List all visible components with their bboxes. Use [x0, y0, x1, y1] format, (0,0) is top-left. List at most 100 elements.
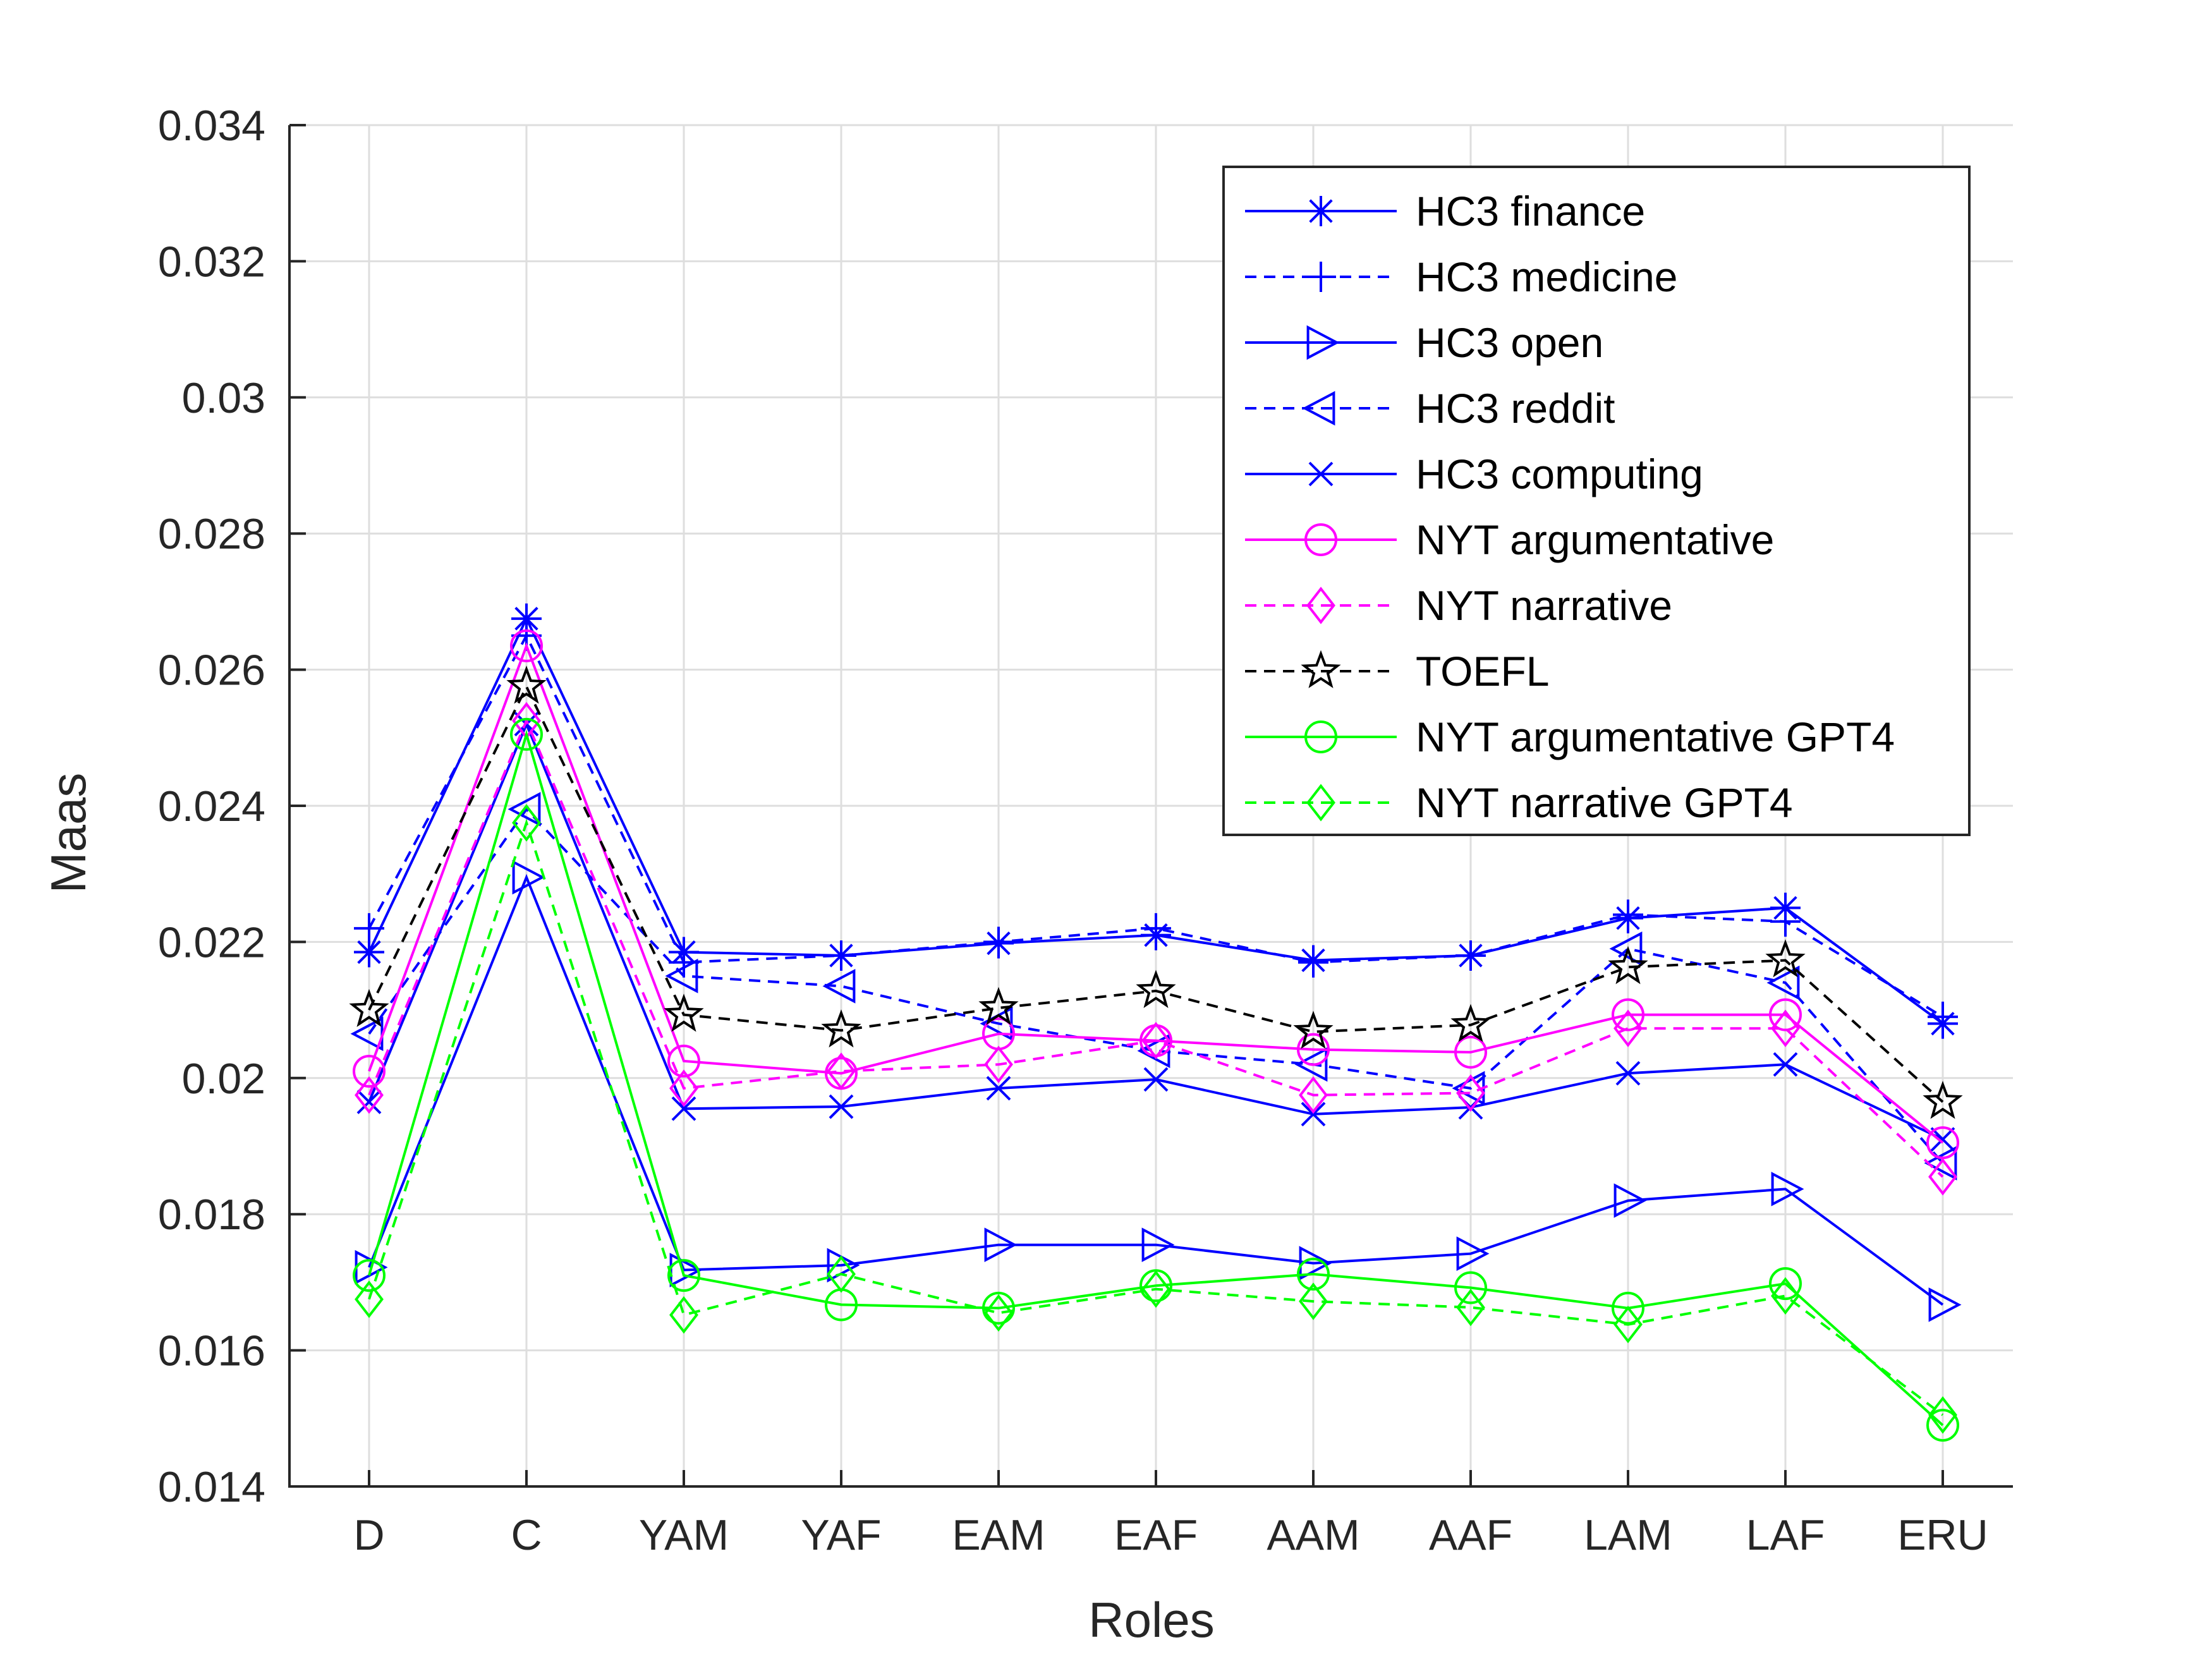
legend-label: TOEFL — [1416, 648, 1550, 695]
series-line — [368, 717, 1944, 1178]
legend-item: NYT narrative GPT4 — [1245, 779, 1793, 826]
y-tick-label: 0.02 — [182, 1055, 265, 1103]
legend-label: NYT argumentative — [1416, 516, 1774, 563]
legend-label: NYT narrative GPT4 — [1416, 779, 1793, 826]
data-point-circle — [1926, 1409, 1959, 1442]
legend: HC3 finance HC3 medicine HC3 open HC3 reddi… — [1222, 166, 1971, 836]
data-point-triangle-right — [512, 860, 545, 895]
x-tick-label: YAF — [801, 1511, 881, 1559]
data-point-diamond — [1299, 1076, 1328, 1114]
data-point-plus — [826, 940, 856, 971]
legend-marker-x — [1308, 461, 1334, 487]
series-layer — [349, 603, 1963, 1442]
data-point-diamond — [1299, 1282, 1328, 1320]
legend-marker-star — [1301, 650, 1341, 688]
data-point-star — [1765, 939, 1806, 978]
data-point-circle — [353, 1259, 386, 1292]
data-point-circle — [1454, 1271, 1487, 1304]
y-tick-label: 0.03 — [182, 374, 265, 422]
data-point-diamond — [1456, 1074, 1485, 1112]
y-axis-label: Maas — [40, 773, 96, 894]
data-point-triangle-right — [1299, 1246, 1332, 1281]
data-point-circle — [667, 1044, 700, 1078]
data-point-circle — [1297, 1033, 1330, 1066]
data-point-circle — [667, 1259, 700, 1292]
series-line — [368, 683, 1944, 1103]
legend-item: HC3 medicine — [1245, 253, 1678, 300]
y-tick-label: 0.026 — [158, 647, 265, 695]
data-point-circle — [1297, 1257, 1330, 1291]
x-tick-label: C — [511, 1511, 542, 1559]
series-nyt-argumentative-gpt4 — [353, 717, 1959, 1442]
data-point-triangle-right — [1141, 1227, 1175, 1262]
data-point-triangle-left — [665, 958, 698, 994]
data-point-x — [356, 1090, 382, 1114]
data-point-plus — [1928, 1001, 1958, 1032]
data-point-circle — [1612, 998, 1644, 1031]
y-tick-label: 0.032 — [158, 238, 265, 286]
data-point-triangle-right — [1928, 1287, 1962, 1322]
data-point-x — [1143, 1067, 1169, 1092]
data-point-triangle-left — [507, 792, 541, 827]
legend-label: NYT argumentative GPT4 — [1416, 714, 1895, 760]
series-hc3-medicine — [354, 620, 1958, 1032]
data-point-plus — [1455, 940, 1486, 971]
data-point-x — [829, 1094, 854, 1119]
legend-label: HC3 medicine — [1416, 253, 1678, 300]
data-point-diamond — [512, 804, 541, 842]
data-point-star — [349, 988, 389, 1028]
data-point-plus — [1613, 899, 1643, 930]
data-point-diamond — [984, 1294, 1013, 1332]
data-point-x — [1930, 1127, 1955, 1152]
x-tick-label: YAM — [639, 1511, 729, 1559]
axes: 0.014 0.016 0.018 0.02 0.022 0.024 0.026 0.028 0… — [158, 102, 2013, 1559]
legend-marker-asterisk — [1306, 196, 1336, 226]
data-point-plus — [983, 927, 1014, 957]
x-tick-label: LAF — [1746, 1511, 1825, 1559]
x-tick-label: ERU — [1897, 1511, 1988, 1559]
data-point-x — [986, 1076, 1011, 1101]
legend-label: HC3 computing — [1416, 451, 1703, 497]
data-point-diamond — [1141, 1270, 1170, 1308]
data-point-plus — [1298, 947, 1328, 978]
legend-marker-triangle-left — [1302, 391, 1335, 426]
series-line — [368, 873, 1944, 1306]
legend-marker-diamond — [1306, 784, 1335, 822]
y-tick-label: 0.024 — [158, 782, 265, 830]
legend-item: NYT argumentative — [1245, 516, 1774, 563]
y-tick-label: 0.018 — [158, 1191, 265, 1239]
legend-item: NYT narrative — [1245, 582, 1672, 629]
legend-item: HC3 computing — [1245, 451, 1703, 497]
data-point-triangle-right — [1771, 1172, 1804, 1206]
x-tick-label: AAM — [1267, 1511, 1359, 1559]
data-point-triangle-right — [984, 1227, 1018, 1262]
data-point-star — [664, 994, 704, 1032]
data-point-triangle-left — [1924, 1146, 1957, 1181]
data-point-circle — [1769, 998, 1802, 1031]
x-axis-label: Roles — [1088, 1592, 1214, 1648]
x-tick-label: EAM — [952, 1511, 1045, 1559]
data-point-x — [514, 712, 539, 737]
legend-item: HC3 finance — [1245, 188, 1645, 234]
data-point-triangle-left — [1137, 1033, 1170, 1069]
data-point-circle — [1926, 1126, 1959, 1160]
legend-marker-diamond — [1306, 586, 1335, 624]
data-point-diamond — [355, 1280, 384, 1318]
legend-item: HC3 reddit — [1245, 385, 1615, 432]
y-tick-label: 0.028 — [158, 510, 265, 558]
legend-marker-plus — [1306, 262, 1336, 292]
series-line — [368, 729, 1944, 1426]
data-point-diamond — [1141, 1021, 1170, 1060]
legend-label: HC3 reddit — [1416, 385, 1615, 432]
data-point-asterisk — [511, 603, 542, 634]
data-point-diamond — [1613, 1009, 1643, 1047]
data-point-star — [978, 987, 1019, 1025]
data-point-diamond — [827, 1255, 856, 1293]
data-point-star — [1923, 1081, 1963, 1119]
data-point-star — [1450, 1004, 1491, 1042]
data-point-circle — [1769, 1267, 1802, 1301]
y-tick-label: 0.022 — [158, 918, 265, 966]
data-point-diamond — [1771, 1009, 1800, 1047]
data-point-circle — [353, 1055, 386, 1088]
